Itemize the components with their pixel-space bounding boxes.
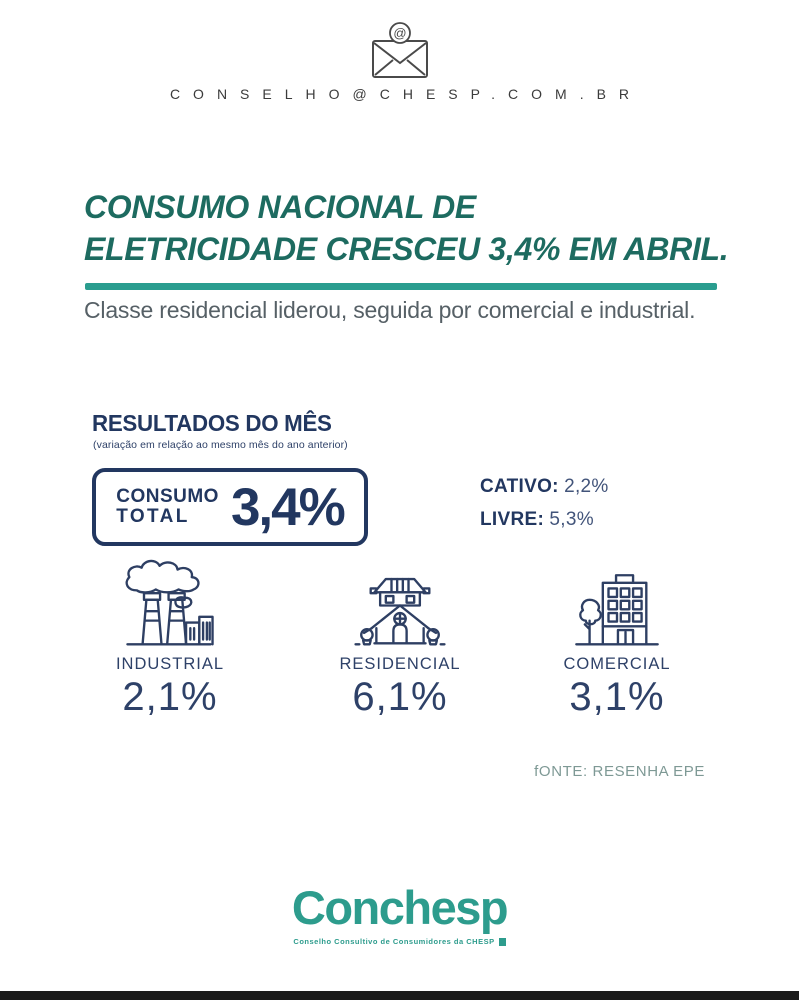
factory-icon [75,556,265,653]
livre-value: 5,3% [549,509,594,530]
sector-industrial: INDUSTRIAL 2,1% [75,556,265,720]
sector-label: RESIDENCIAL [339,655,461,673]
headline-line2: ELETRICIDADE CRESCEU 3,4% EM ABRIL. [84,231,729,268]
building-icon [522,556,712,653]
sector-value: 3,1% [569,675,665,719]
total-consumption-value: 3,4% [230,477,346,537]
total-label-line2: TOTAL [116,506,190,527]
house-icon [305,556,495,653]
sector-residencial: RESIDENCIAL 6,1% [305,556,495,720]
sector-label: COMERCIAL [563,655,671,673]
livre-label: LIVRE: [480,509,545,530]
envelope-icon: @ [360,20,440,82]
market-breakdown: CATIVO: 2,2% LIVRE: 5,3% [480,476,609,542]
sector-comercial: COMERCIAL 3,1% [522,556,712,720]
cativo-label: CATIVO: [480,476,559,497]
logo-wordmark: Conchesp [291,881,509,934]
headline: CONSUMO NACIONAL DE ELETRICIDADE CRESCEU… [84,186,744,270]
total-label-line1: CONSUMO [116,486,219,508]
subtitle: Classe residencial liderou, seguida por … [84,297,696,323]
bottom-bar [0,991,799,1000]
sector-value: 6,1% [352,675,448,719]
svg-text:@: @ [393,26,406,41]
contact-email: CONSELHO@CHESP.COM.BR [169,86,643,102]
sector-label: INDUSTRIAL [115,655,225,673]
total-consumption-label: CONSUMO TOTAL [116,487,219,527]
total-consumption-box: CONSUMO TOTAL 3,4% [92,468,368,546]
sector-value: 2,1% [122,675,218,719]
source-credit: fONTE: RESENHA EPE [534,763,705,780]
results-note: (variação em relação ao mesmo mês do ano… [93,439,348,451]
cativo-row: CATIVO: 2,2% [480,476,609,498]
results-title: RESULTADOS DO MÊS [92,410,332,436]
headline-line1: CONSUMO NACIONAL DE [84,189,476,225]
conchesp-logo: Conchesp Conselho Consultivo de Consumid… [0,884,799,949]
logo-tagline-text: Conselho Consultivo de Consumidores da C… [293,937,495,946]
logo-square-mark [498,937,506,946]
livre-row: LIVRE: 5,3% [480,509,609,531]
logo-tagline: Conselho Consultivo de Consumidores da C… [293,937,506,946]
cativo-value: 2,2% [564,476,609,497]
headline-underline [85,283,717,290]
